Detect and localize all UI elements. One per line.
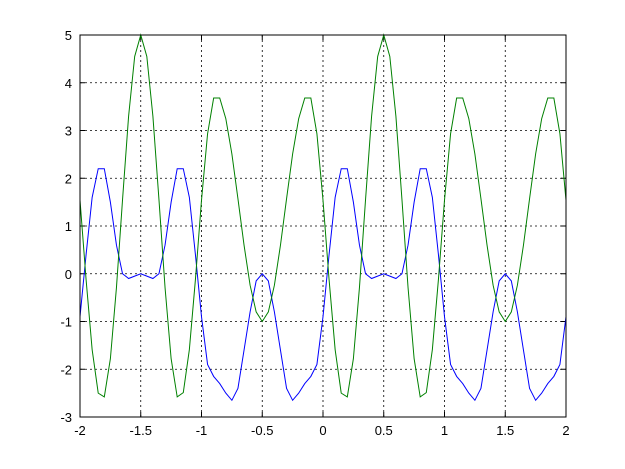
lines bbox=[79, 33, 567, 402]
x-tick-label: 0.5 bbox=[375, 423, 393, 438]
x-tick-label: -1 bbox=[196, 423, 208, 438]
x-tick-label: 1.5 bbox=[496, 423, 514, 438]
axes-box bbox=[79, 34, 567, 418]
data-line bbox=[79, 33, 567, 398]
y-tick-label: -1 bbox=[60, 315, 72, 330]
x-tick-label: -0.5 bbox=[251, 423, 273, 438]
y-tick-label: -2 bbox=[60, 362, 72, 377]
x-tick-label: 1 bbox=[441, 423, 448, 438]
x-tick-label: -2 bbox=[74, 423, 86, 438]
y-tick-label: 3 bbox=[65, 124, 72, 139]
x-tick-label: -1.5 bbox=[130, 423, 152, 438]
y-tick-label: 1 bbox=[65, 219, 72, 234]
y-tick-label: -3 bbox=[60, 410, 72, 425]
y-tick-label: 2 bbox=[65, 171, 72, 186]
y-tick-label: 5 bbox=[65, 28, 72, 43]
y-tick-label: 4 bbox=[65, 76, 72, 91]
data-line bbox=[79, 168, 567, 402]
x-tick-label: 0 bbox=[319, 423, 326, 438]
x-tick-label: 2 bbox=[562, 423, 569, 438]
y-tick-label: 0 bbox=[65, 267, 72, 282]
